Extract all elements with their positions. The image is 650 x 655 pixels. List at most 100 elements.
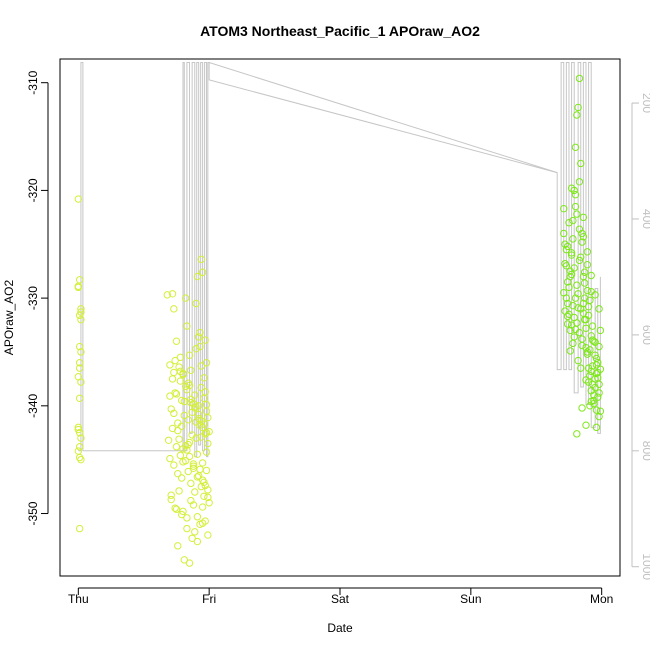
data-point <box>205 499 213 507</box>
y-tick-label: -320 <box>26 178 40 202</box>
x-tick-label: Thu <box>68 592 89 606</box>
data-point <box>579 233 588 241</box>
data-point <box>183 322 191 330</box>
data-point <box>566 347 574 355</box>
data-point <box>197 417 206 425</box>
data-point <box>563 320 572 328</box>
data-point <box>583 286 591 295</box>
data-point <box>578 238 586 246</box>
data-point <box>75 359 84 367</box>
data-point <box>591 351 599 359</box>
y2-tick-label: 800 <box>640 441 650 461</box>
data-point <box>77 348 85 356</box>
chart-title: ATOM3 Northeast_Pacific_1 APOraw_AO2 <box>200 23 480 39</box>
data-point <box>183 514 191 522</box>
data-point <box>194 333 203 341</box>
x-tick-label: Sun <box>460 592 481 606</box>
data-point <box>181 382 190 391</box>
data-point <box>563 242 572 251</box>
data-point <box>166 361 174 369</box>
data-point <box>74 423 83 432</box>
data-point <box>571 143 580 152</box>
y-tick-label: -350 <box>26 501 40 525</box>
data-point <box>590 337 598 345</box>
data-point <box>194 410 203 419</box>
data-point <box>580 268 589 276</box>
data-point <box>595 342 603 351</box>
data-point <box>582 376 590 384</box>
data-point <box>183 446 191 454</box>
data-point <box>179 507 187 516</box>
data-point <box>586 346 594 354</box>
data-point <box>577 364 585 372</box>
data-point <box>196 328 204 337</box>
data-point <box>202 359 211 367</box>
data-point <box>579 299 588 308</box>
data-point <box>77 378 85 386</box>
data-point <box>571 202 580 211</box>
data-point <box>77 308 85 316</box>
data-point <box>591 338 599 346</box>
data-point <box>75 524 84 533</box>
data-point <box>578 335 586 343</box>
y-axis-label: APOraw_AO2 <box>2 279 16 355</box>
data-point <box>75 364 84 372</box>
data-point <box>168 290 177 298</box>
data-point <box>582 324 590 332</box>
data-point <box>171 389 179 397</box>
data-point <box>164 436 173 444</box>
data-point <box>196 465 204 474</box>
data-point <box>574 290 582 298</box>
data-point <box>197 362 206 370</box>
data-point <box>183 524 191 533</box>
data-point <box>575 178 584 186</box>
data-point <box>180 411 189 420</box>
data-point <box>177 422 186 430</box>
data-point <box>595 380 603 388</box>
axes-layer: Thu Fri Sat Sun Mon -310 -320 -330 -340 -350 200 40… <box>26 58 650 606</box>
data-point <box>590 391 598 399</box>
data-point <box>193 513 202 521</box>
data-point <box>172 505 181 513</box>
data-point <box>166 392 174 400</box>
data-point <box>567 270 576 279</box>
data-point <box>170 409 178 418</box>
data-point <box>181 294 190 302</box>
data-point <box>75 443 84 451</box>
data-point <box>191 404 199 412</box>
data-point <box>594 393 602 401</box>
y-tick-label: -330 <box>26 286 40 310</box>
data-point <box>573 281 581 289</box>
data-point <box>567 251 576 259</box>
data-point <box>567 184 576 192</box>
data-point <box>77 434 85 442</box>
y-tick-label: -340 <box>26 393 40 417</box>
data-point <box>573 430 581 438</box>
y2-tick-label: 600 <box>640 325 650 345</box>
data-point <box>172 390 181 398</box>
data-point <box>566 326 574 335</box>
data-point <box>75 276 84 284</box>
data-point <box>185 452 194 461</box>
data-point <box>187 479 195 488</box>
data-point <box>176 353 185 362</box>
data-point <box>204 531 212 539</box>
data-point <box>191 391 199 399</box>
data-point <box>573 111 581 119</box>
data-point <box>188 534 196 542</box>
data-point <box>167 491 175 499</box>
data-point <box>577 159 585 168</box>
data-point <box>192 299 200 308</box>
data-point <box>175 487 183 495</box>
data-point <box>183 385 191 394</box>
data-point <box>582 343 590 352</box>
data-point <box>569 235 577 243</box>
data-point <box>185 559 194 567</box>
data-point <box>175 363 183 371</box>
data-point <box>561 259 569 268</box>
data-point <box>596 365 605 373</box>
data-point <box>588 362 597 370</box>
data-point <box>184 416 192 424</box>
data-point <box>570 264 578 272</box>
data-point <box>204 486 212 494</box>
